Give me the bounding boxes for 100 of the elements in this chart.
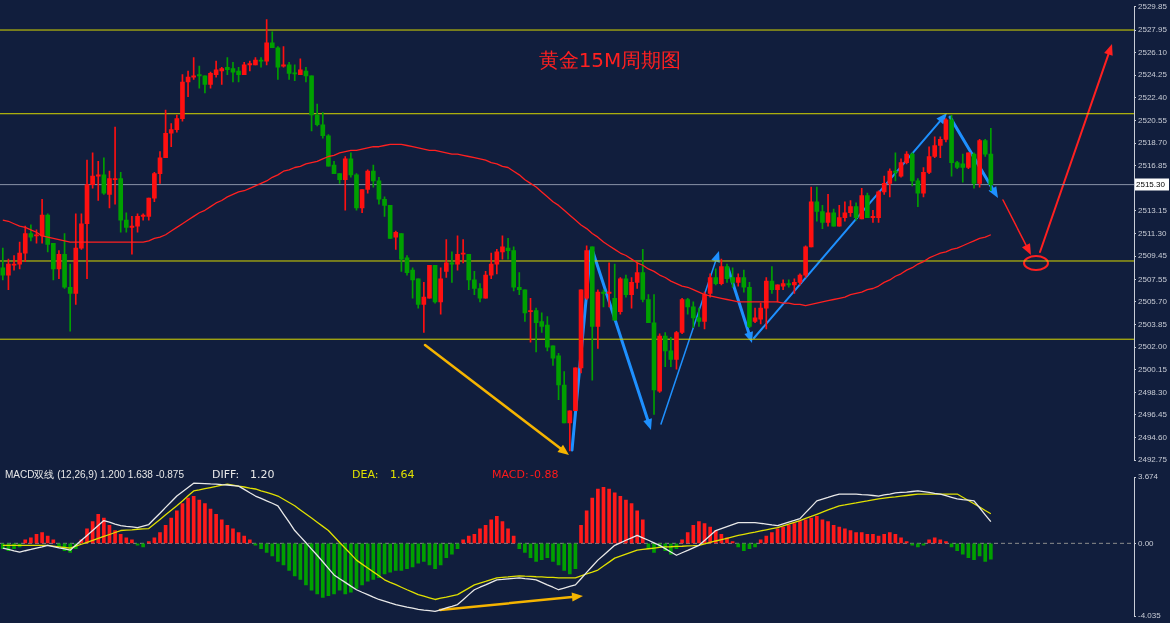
bar <box>495 515 499 544</box>
y-tick-label: 2502.00 <box>1138 342 1168 352</box>
chart-title: MACD双线 (12,26,9) 1.200 1.638 -0.875 <box>5 468 185 480</box>
bar <box>422 543 426 562</box>
y-tick-label: 3.674 <box>1138 472 1159 482</box>
y-tick-label: 2498.30 <box>1138 387 1168 397</box>
bar <box>882 533 887 544</box>
bar <box>983 543 988 562</box>
bar <box>680 539 684 544</box>
bar <box>466 535 471 544</box>
bar <box>23 539 28 544</box>
bar <box>332 543 336 595</box>
bar <box>551 543 555 562</box>
bar <box>612 492 617 544</box>
bar <box>640 519 645 544</box>
bar <box>270 543 275 557</box>
bar <box>320 543 325 598</box>
bar <box>186 497 190 544</box>
bar <box>579 524 583 544</box>
bar <box>489 519 494 544</box>
bar <box>360 543 364 586</box>
bar <box>517 543 522 550</box>
bar <box>29 537 33 544</box>
bar <box>343 543 348 595</box>
annotation: 1.20 <box>250 467 275 481</box>
y-tick-label: 2492.75 <box>1138 455 1168 465</box>
y-tick-label: 2496.45 <box>1138 410 1168 420</box>
bar <box>433 543 437 569</box>
y-tick-label: 2522.40 <box>1138 93 1168 103</box>
bar <box>247 539 252 544</box>
bar <box>175 510 179 544</box>
bar <box>523 543 527 553</box>
annotation: 1.64 <box>390 467 415 481</box>
bar <box>781 526 785 544</box>
bar <box>596 488 600 544</box>
y-tick-label: 2524.25 <box>1138 70 1168 80</box>
bar <box>697 521 701 544</box>
bar <box>388 543 392 573</box>
bar <box>814 515 819 544</box>
bar <box>450 543 454 555</box>
candlestick <box>443 239 449 278</box>
series-label: DIFF: <box>212 467 240 481</box>
bar <box>506 528 510 544</box>
bar <box>393 543 398 571</box>
bar <box>242 535 247 544</box>
bar <box>539 543 544 560</box>
y-tick-label: 2527.95 <box>1138 25 1168 35</box>
bar <box>590 497 595 544</box>
bar <box>786 524 791 544</box>
bar <box>40 532 44 544</box>
bar <box>607 488 611 544</box>
y-tick-label: 2500.15 <box>1138 364 1168 374</box>
y-tick-label: 2505.70 <box>1138 297 1168 307</box>
bar <box>989 543 993 560</box>
bar <box>871 533 875 544</box>
y-tick-label: 2526.10 <box>1138 47 1168 57</box>
bar <box>798 521 802 544</box>
bar <box>461 539 465 544</box>
bar <box>214 514 218 544</box>
bar <box>927 539 931 544</box>
y-tick-label: 2520.55 <box>1138 115 1168 125</box>
bar <box>219 519 224 544</box>
y-tick-label: 0.00 <box>1138 538 1155 548</box>
bar <box>287 543 291 571</box>
bar <box>259 543 263 550</box>
candlestick <box>196 65 202 89</box>
bar <box>960 543 965 555</box>
bar <box>624 499 628 544</box>
bar <box>562 543 567 571</box>
bar <box>292 543 297 577</box>
y-tick-label: 2518.70 <box>1138 138 1168 148</box>
y-tick-label: 2509.45 <box>1138 251 1168 261</box>
bar <box>899 537 903 544</box>
y-tick-label: 2516.85 <box>1138 160 1168 170</box>
bar <box>377 543 381 578</box>
bar <box>534 543 538 562</box>
bar <box>843 528 847 544</box>
candlestick <box>786 279 792 288</box>
bar <box>854 532 858 544</box>
y-tick-label: 2513.15 <box>1138 206 1168 216</box>
bar <box>478 528 482 544</box>
bar <box>826 521 830 544</box>
bar <box>349 543 353 593</box>
bar <box>770 532 774 544</box>
bar <box>315 543 320 595</box>
bar <box>158 532 162 544</box>
bar <box>955 543 959 551</box>
text: DEA: <box>352 467 379 481</box>
bar <box>837 526 842 544</box>
bar <box>809 517 814 544</box>
bar <box>130 539 134 544</box>
ref-line-label: 2515.30 <box>1136 179 1166 189</box>
y-tick-label: 2511.30 <box>1138 228 1167 238</box>
y-tick-label: 2503.85 <box>1138 319 1168 329</box>
bar <box>859 532 864 544</box>
bar <box>742 543 746 551</box>
text: 黄金15M周期图 <box>538 48 682 73</box>
bar <box>45 535 50 544</box>
y-tick-label: 2507.55 <box>1138 274 1168 284</box>
bar <box>405 543 409 569</box>
